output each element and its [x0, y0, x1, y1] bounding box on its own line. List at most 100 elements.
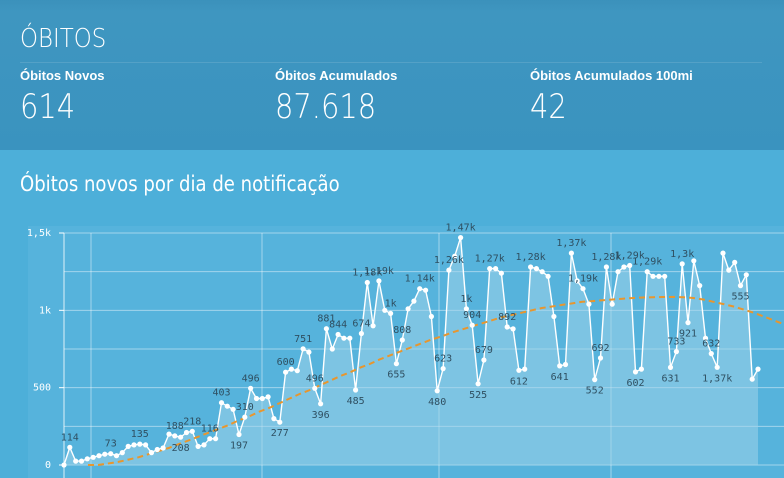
data-label: 552 [586, 386, 604, 397]
data-point [493, 266, 499, 272]
data-label: 277 [271, 428, 289, 439]
data-point [399, 337, 405, 343]
data-label: 631 [661, 373, 679, 384]
data-point [236, 431, 242, 438]
data-point [113, 453, 120, 459]
data-label: 114 [61, 432, 79, 443]
data-point [586, 301, 592, 307]
data-label: 135 [131, 429, 149, 440]
data-label: 892 [498, 312, 516, 323]
data-point [539, 269, 545, 275]
data-point [195, 443, 201, 449]
data-point [201, 442, 207, 448]
data-point [423, 287, 429, 293]
data-label: 1,37k [702, 373, 732, 384]
data-label: 623 [434, 354, 452, 365]
kpi-obitos-100mi: Óbitos Acumulados 100mi 42 [530, 68, 693, 127]
data-point [166, 431, 172, 437]
data-label: 600 [277, 357, 295, 368]
data-point [528, 264, 534, 270]
data-point [650, 273, 656, 279]
data-point [189, 428, 195, 434]
data-point [428, 313, 434, 320]
data-point [557, 363, 563, 369]
data-label: 188 [166, 421, 184, 432]
data-label: 555 [731, 292, 749, 303]
data-point [78, 458, 85, 464]
data-label: 751 [294, 334, 312, 345]
data-point [90, 454, 96, 460]
data-label: 1k [385, 298, 397, 309]
data-point [347, 335, 353, 341]
data-label: 921 [679, 329, 697, 340]
data-point [662, 273, 668, 279]
data-point [679, 261, 685, 267]
data-point [545, 273, 551, 279]
data-point [667, 364, 674, 370]
data-point [207, 436, 213, 442]
data-point [720, 250, 726, 256]
data-point [533, 266, 540, 272]
data-point [224, 403, 230, 409]
data-label: 641 [551, 372, 569, 383]
data-point [562, 361, 569, 368]
data-point [213, 436, 219, 442]
data-point [440, 366, 446, 372]
data-point [411, 298, 417, 304]
data-point [318, 401, 324, 407]
data-point [597, 355, 604, 361]
data-point [178, 434, 184, 440]
y-tick-label: 1k [39, 305, 51, 316]
data-label: 1,29k [615, 251, 645, 262]
data-point [463, 306, 469, 312]
data-label: 218 [183, 416, 201, 427]
data-label: 1,14k [405, 274, 435, 285]
data-point [230, 406, 236, 412]
data-label: 496 [306, 373, 324, 384]
data-point [458, 235, 464, 241]
data-point [96, 453, 102, 459]
data-label: 1,28k [516, 252, 546, 263]
data-label: 396 [312, 410, 330, 421]
data-label: 496 [242, 373, 260, 384]
data-label: 73 [105, 439, 117, 450]
data-label: 1,28k [591, 252, 621, 263]
data-point [294, 368, 300, 374]
kpi-label: Óbitos Novos [20, 68, 105, 83]
data-point [143, 442, 149, 448]
data-point [621, 264, 627, 270]
data-point [644, 269, 650, 275]
data-label: 1,19k [568, 274, 598, 285]
data-point [504, 324, 510, 330]
data-label: 525 [469, 390, 487, 401]
section-title: ÓBITOS [20, 24, 107, 54]
data-point [288, 366, 294, 372]
data-point [335, 331, 341, 338]
kpi-obitos-novos: Óbitos Novos 614 [20, 68, 105, 127]
data-point [603, 264, 610, 270]
data-point [253, 395, 260, 402]
data-point [568, 250, 575, 256]
data-label: 1,26k [434, 255, 464, 266]
data-point [393, 361, 399, 367]
data-point [469, 322, 475, 328]
data-label: 904 [463, 310, 481, 321]
data-point [370, 323, 376, 329]
data-point [475, 381, 481, 387]
data-point [498, 270, 504, 276]
data-point [510, 326, 516, 332]
data-label: 881 [317, 314, 335, 325]
data-point [673, 349, 680, 355]
data-label: 632 [702, 339, 720, 350]
data-point [259, 395, 265, 402]
data-point [405, 306, 411, 312]
data-label: 1,37k [556, 238, 586, 249]
data-point [306, 349, 312, 355]
data-label: 1,47k [446, 223, 476, 234]
data-point [108, 451, 114, 457]
data-point [737, 283, 744, 289]
data-point [137, 441, 143, 447]
y-tick-label: 500 [33, 383, 51, 394]
data-point [382, 307, 388, 313]
